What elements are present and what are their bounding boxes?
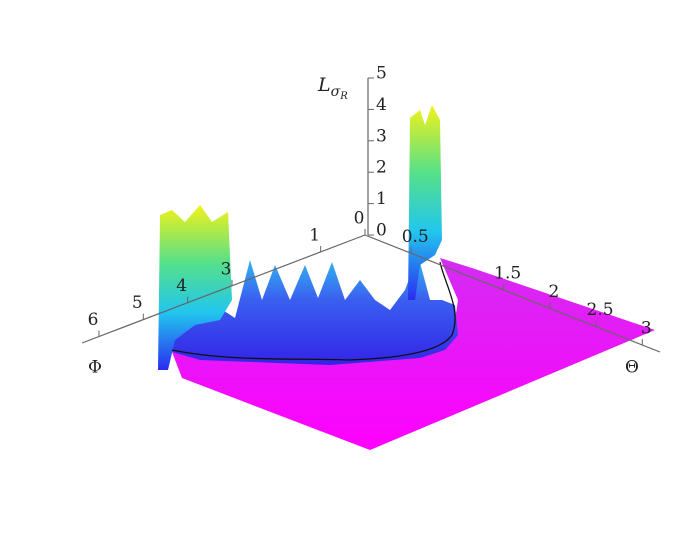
- x-tick-label: 5: [132, 293, 143, 313]
- z-tick-label: 0: [376, 221, 387, 241]
- contour: [171, 261, 456, 361]
- y-axis-label: Θ: [625, 358, 639, 378]
- x-tick-label: 1: [309, 225, 320, 245]
- y-axis: [364, 234, 661, 353]
- x-tick-label: 6: [88, 310, 99, 330]
- z-label-subsub: R: [339, 91, 348, 102]
- z-tick-label: 2: [376, 158, 387, 178]
- y-tick-label: 3: [641, 318, 652, 338]
- x-tick-label: 3: [221, 259, 232, 279]
- wall: [165, 255, 458, 365]
- x-tick-label: 4: [176, 276, 187, 296]
- z-label-sub: σ: [331, 84, 341, 100]
- surface: [158, 105, 655, 450]
- tower-left: [158, 205, 232, 370]
- y-tick-label: 2.5: [587, 300, 614, 320]
- tower-right: [408, 105, 442, 300]
- z-tick-label: 3: [376, 126, 387, 146]
- z-label-main: L: [317, 74, 331, 96]
- z-tick-label: 4: [376, 95, 387, 115]
- x-axis-label: Φ: [88, 358, 102, 378]
- y-tick-label: 0.5: [402, 227, 429, 247]
- y-tick-label: 2: [548, 282, 559, 302]
- floor: [172, 258, 655, 450]
- z-tick-label: 1: [376, 189, 387, 209]
- z-axis-label: LσR: [317, 74, 348, 102]
- axes: [81, 78, 661, 353]
- x-axis: [81, 234, 366, 344]
- z-tick-label: 5: [376, 64, 387, 84]
- x-tick-label: 0: [354, 209, 365, 229]
- y-tick-label: 1.5: [494, 263, 521, 283]
